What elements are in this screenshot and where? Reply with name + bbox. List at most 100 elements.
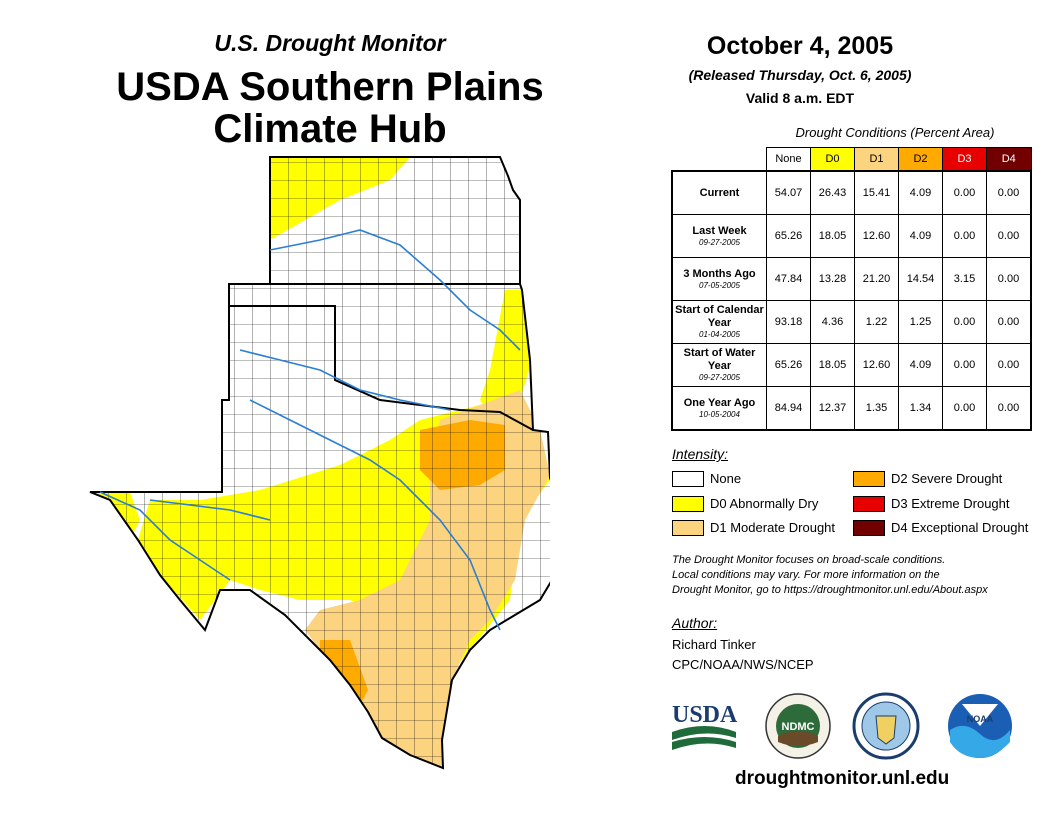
author-title: Author: — [672, 615, 718, 631]
table-cell: 0.00 — [942, 300, 987, 344]
svg-text:USDA: USDA — [672, 702, 738, 728]
row-label-date: 09-27-2005 — [699, 237, 740, 247]
agency-logos: USDA NDMC NOAA — [672, 692, 1012, 760]
table-cell: 0.00 — [986, 343, 1032, 387]
region-outline — [89, 156, 550, 770]
author-org: CPC/NOAA/NWS/NCEP — [672, 657, 814, 672]
table-row: Last Week 09-27-2005 65.26 18.05 12.60 4.09 0.… — [671, 214, 1032, 258]
col-header-d3: D3 — [942, 147, 987, 172]
table-cell: 0.00 — [986, 300, 1032, 344]
table-row: 3 Months Ago 07-05-2005 47.84 13.28 21.20 14.… — [671, 257, 1032, 301]
drought-map — [89, 156, 550, 770]
drought-conditions-table: None D0 D1 D2 D3 D4 Current 54.07 26.43 15.… — [671, 147, 1032, 431]
legend-swatch — [672, 471, 704, 487]
legend-label: D1 Moderate Drought — [710, 520, 836, 535]
row-label: Current — [671, 170, 767, 215]
row-label: Start of Calendar Year 01-04-2005 — [671, 300, 767, 344]
row-label: Last Week 09-27-2005 — [671, 214, 767, 258]
legend-swatch — [853, 471, 885, 487]
svg-text:NDMC: NDMC — [782, 721, 815, 733]
table-row: Current 54.07 26.43 15.41 4.09 0.00 0.00 — [671, 170, 1032, 215]
table-header-row: None D0 D1 D2 D3 D4 — [672, 147, 1032, 172]
table-cell: 0.00 — [986, 257, 1032, 301]
table-cell: 18.05 — [810, 343, 855, 387]
table-row: One Year Ago 10-05-2004 84.94 12.37 1.35 1.34… — [671, 386, 1032, 431]
note-line: The Drought Monitor focuses on broad-sca… — [672, 554, 946, 566]
table-row: Start of Water Year 09-27-2005 65.26 18.05 1… — [671, 343, 1032, 387]
row-label-date: 09-27-2005 — [699, 373, 740, 382]
legend-swatch — [672, 520, 704, 536]
noaa-logo-icon: NOAA — [948, 694, 1012, 758]
map-subtitle: U.S. Drought Monitor — [214, 30, 446, 56]
row-label-text: One Year Ago — [683, 396, 756, 409]
author-name: Richard Tinker — [672, 637, 756, 652]
usda-logo-icon: USDA — [672, 702, 738, 750]
table-cell: 93.18 — [766, 300, 811, 344]
row-label-date: 01-04-2005 — [699, 330, 740, 339]
row-label: 3 Months Ago 07-05-2005 — [671, 257, 767, 301]
ndmc-logo-icon: NDMC — [765, 693, 831, 759]
river-rio-grande — [99, 491, 231, 581]
col-header-d4: D4 — [986, 147, 1032, 172]
legend-label: D0 Abnormally Dry — [710, 496, 819, 511]
table-cell: 1.35 — [854, 386, 899, 431]
table-cell: 21.20 — [854, 257, 899, 301]
footer-url[interactable]: droughtmonitor.unl.edu — [735, 768, 950, 789]
table-cell: 1.34 — [898, 386, 943, 431]
col-header-d1: D1 — [854, 147, 899, 172]
legend-swatch — [853, 520, 885, 536]
table-cell: 4.09 — [898, 214, 943, 258]
row-label-text: Start of Calendar Year — [675, 304, 764, 329]
note-line: Local conditions may vary. For more info… — [672, 569, 940, 581]
table-cell: 0.00 — [942, 386, 987, 431]
table-cell: 12.60 — [854, 214, 899, 258]
ok-tx-border — [229, 305, 534, 431]
row-label-text: 3 Months Ago — [683, 267, 756, 280]
table-cell: 15.41 — [854, 170, 899, 215]
table-cell: 12.60 — [854, 343, 899, 387]
river-brazos — [249, 399, 501, 631]
col-header-none: None — [766, 147, 811, 172]
valid-time: Valid 8 a.m. EDT — [745, 90, 855, 106]
col-header-d2: D2 — [898, 147, 943, 172]
table-cell: 4.09 — [898, 343, 943, 387]
legend-label: D2 Severe Drought — [891, 471, 1003, 486]
table-header-blank — [672, 148, 767, 172]
drought-monitor-note: The Drought Monitor focuses on broad-sca… — [672, 553, 1052, 598]
col-header-d0: D0 — [810, 147, 855, 172]
river-canadian — [239, 349, 451, 411]
legend-swatch — [672, 496, 704, 512]
table-cell: 3.15 — [942, 257, 987, 301]
table-cell: 4.09 — [898, 170, 943, 215]
legend-label: D3 Extreme Drought — [891, 496, 1010, 511]
river-arkansas — [269, 229, 521, 351]
legend-title: Intensity: — [672, 446, 729, 462]
table-cell: 84.94 — [766, 386, 811, 431]
county-grid — [90, 157, 550, 768]
legend-label: D4 Exceptional Drought — [891, 520, 1029, 535]
row-label-text: Current — [699, 186, 740, 199]
map-title: USDA Southern Plains Climate Hub — [60, 66, 600, 150]
row-label-date: 07-05-2005 — [699, 280, 740, 290]
table-cell: 0.00 — [942, 170, 987, 215]
table-cell: 12.37 — [810, 386, 855, 431]
table-cell: 65.26 — [766, 214, 811, 258]
table-cell: 0.00 — [986, 170, 1032, 215]
table-caption: Drought Conditions (Percent Area) — [795, 125, 995, 140]
table-row: Start of Calendar Year 01-04-2005 93.18 4.3… — [671, 300, 1032, 344]
table-cell: 1.25 — [898, 300, 943, 344]
table-body: Current 54.07 26.43 15.41 4.09 0.00 0.00 Last W… — [671, 170, 1032, 431]
table-cell: 0.00 — [942, 343, 987, 387]
table-cell: 26.43 — [810, 170, 855, 215]
map-title-line1: USDA Southern Plains — [116, 65, 544, 109]
note-line: Drought Monitor, go to https://droughtmo… — [672, 584, 988, 596]
map-title-line2: Climate Hub — [213, 107, 447, 151]
table-cell: 65.26 — [766, 343, 811, 387]
table-cell: 13.28 — [810, 257, 855, 301]
table-cell: 4.36 — [810, 300, 855, 344]
table-cell: 18.05 — [810, 214, 855, 258]
table-cell: 0.00 — [942, 214, 987, 258]
release-date: (Released Thursday, Oct. 6, 2005) — [688, 67, 912, 83]
doc-seal-icon — [852, 692, 920, 760]
row-label-text: Last Week — [692, 224, 747, 237]
